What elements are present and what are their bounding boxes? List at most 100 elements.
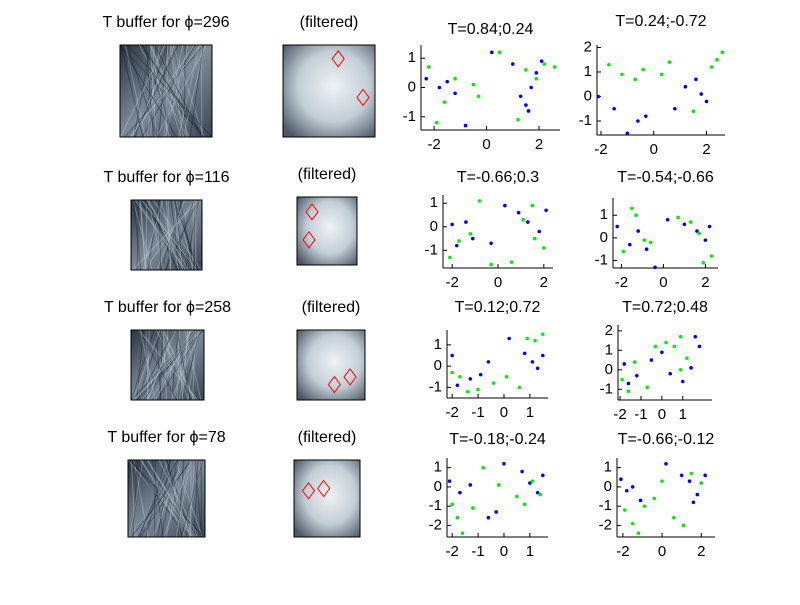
point (471, 506, 475, 510)
point (690, 472, 694, 476)
point (639, 499, 643, 503)
point (689, 220, 693, 224)
x-tick-label: 0 (500, 543, 508, 560)
point (531, 204, 535, 208)
point (672, 516, 676, 520)
point (636, 119, 640, 123)
point (680, 474, 684, 478)
point (469, 377, 473, 381)
point (685, 356, 689, 360)
point (489, 263, 493, 267)
x-tick-label: 0 (658, 543, 666, 560)
x-tick-label: 0 (494, 274, 502, 291)
point (650, 358, 654, 362)
point (521, 218, 525, 222)
point (653, 266, 657, 270)
y-tick-label: 2 (605, 322, 613, 339)
point (481, 466, 485, 470)
point (457, 239, 461, 243)
panel-title: T buffer for ϕ=258 (104, 299, 231, 316)
point (529, 86, 533, 90)
point (494, 510, 498, 514)
plot-title: T=0.12;0.72 (455, 299, 541, 316)
point (535, 77, 539, 81)
y-tick-label: 0 (605, 361, 613, 378)
point (634, 213, 638, 217)
point (525, 337, 529, 341)
point (660, 73, 664, 77)
y-tick-label: -1 (600, 380, 613, 397)
texture (191, 460, 192, 537)
point (458, 375, 462, 379)
plot-title: T=0.84;0.24 (448, 21, 534, 38)
point (682, 524, 686, 528)
point (448, 479, 452, 483)
point (620, 73, 624, 77)
point (679, 368, 683, 372)
x-tick-label: -2 (594, 141, 607, 158)
point (461, 531, 465, 535)
x-tick-label: 2 (701, 274, 709, 291)
point (622, 362, 626, 366)
point (649, 241, 653, 245)
plot-title: T=-0.54;-0.66 (617, 169, 714, 186)
point (544, 209, 548, 213)
panel-title: (filtered) (298, 429, 357, 446)
point (703, 474, 707, 478)
point (660, 479, 664, 483)
point (458, 491, 462, 495)
point (627, 382, 631, 386)
point (698, 345, 702, 349)
point (633, 78, 637, 82)
y-tick-label: 1 (600, 206, 608, 223)
y-tick-label: 0 (434, 478, 442, 495)
point (487, 360, 491, 364)
point (533, 237, 537, 241)
y-tick-label: -2 (599, 516, 612, 533)
point (597, 95, 601, 99)
point (450, 354, 454, 358)
point (619, 477, 623, 481)
point (456, 516, 460, 520)
point (625, 489, 629, 493)
panel-title: (filtered) (300, 14, 359, 31)
y-tick-label: 0 (584, 87, 592, 104)
y-tick-label: -1 (403, 108, 416, 125)
point (469, 483, 473, 487)
plot-title: T=-0.66;-0.12 (618, 431, 715, 448)
point (612, 107, 616, 111)
point (443, 100, 447, 104)
y-tick-label: 0 (604, 478, 612, 495)
y-tick-label: 1 (604, 459, 612, 476)
panel-title: T buffer for ϕ=296 (102, 14, 229, 31)
point (538, 493, 542, 497)
point (523, 502, 527, 506)
point (505, 375, 509, 379)
point (693, 335, 697, 339)
point (492, 381, 496, 385)
point (645, 247, 649, 251)
y-tick-label: 0 (408, 78, 416, 95)
point (542, 62, 546, 66)
x-tick-label: 0 (482, 136, 490, 153)
point (527, 109, 531, 113)
point (438, 86, 442, 90)
point (448, 256, 452, 260)
y-tick-label: 1 (434, 459, 442, 476)
point (507, 337, 511, 341)
point (453, 77, 457, 81)
y-tick-label: -2 (429, 516, 442, 533)
x-tick-label: -2 (427, 136, 440, 153)
point (688, 479, 692, 483)
point (684, 85, 688, 89)
point (497, 483, 501, 487)
point (519, 94, 523, 98)
point (708, 225, 712, 229)
y-tick-label: -1 (425, 241, 438, 258)
point (681, 380, 685, 384)
point (542, 246, 546, 250)
point (541, 332, 545, 336)
point (478, 199, 482, 203)
x-tick-label: -2 (613, 406, 626, 423)
